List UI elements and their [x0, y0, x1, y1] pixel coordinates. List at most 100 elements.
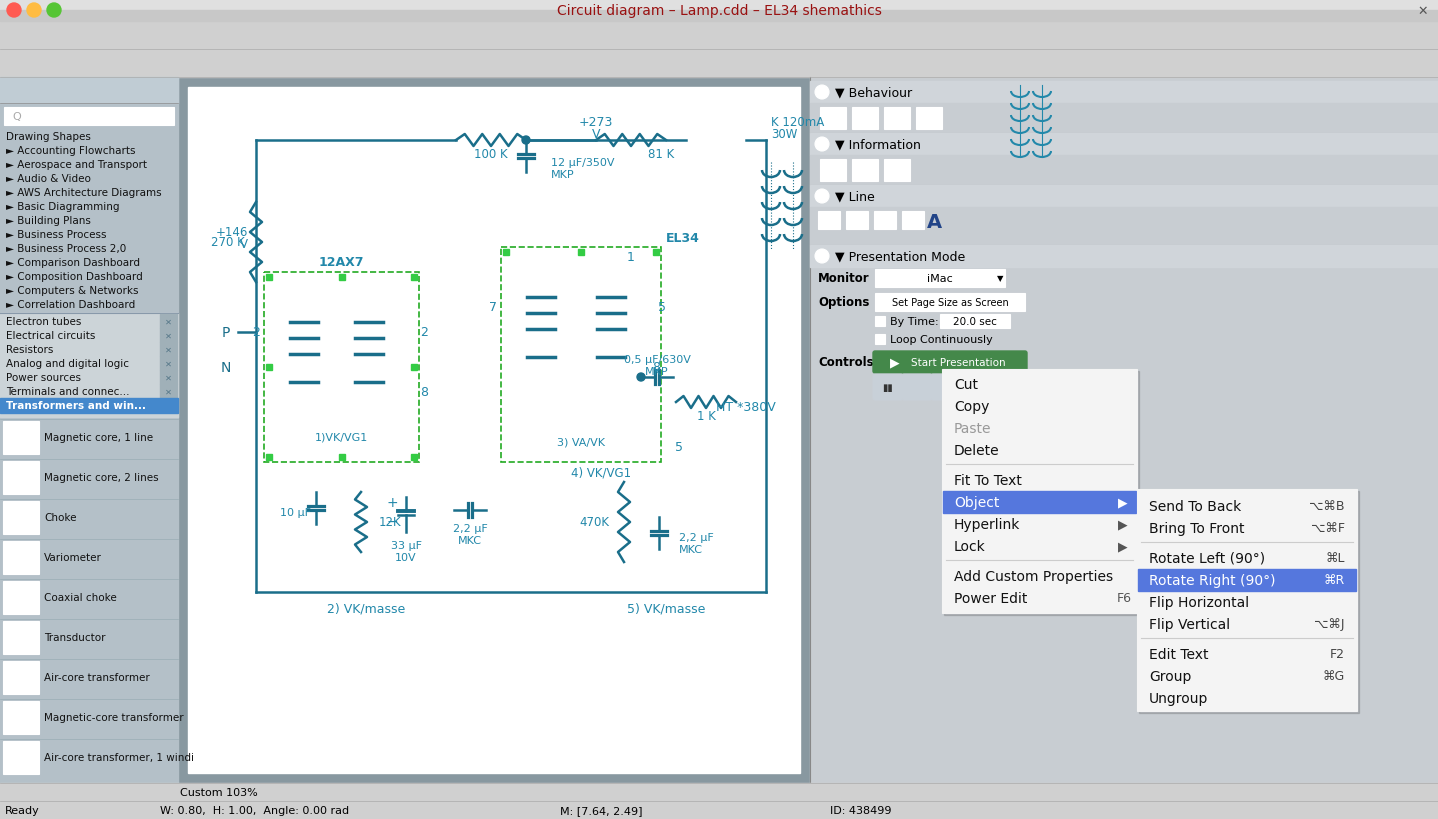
Text: ▶: ▶: [1119, 518, 1127, 531]
Text: Options: Options: [818, 296, 870, 309]
Bar: [266, 274, 272, 281]
Text: Delete: Delete: [953, 443, 999, 458]
Bar: [266, 364, 272, 370]
Bar: [874, 294, 1025, 311]
Bar: [3, 701, 39, 734]
Text: ► Aerospace and Transport: ► Aerospace and Transport: [6, 160, 147, 170]
Text: MKP: MKP: [551, 170, 575, 180]
Bar: [500, 247, 661, 463]
Text: MKC: MKC: [679, 545, 703, 554]
Text: Custom 103%: Custom 103%: [180, 787, 257, 797]
Text: 1)VK/VG1: 1)VK/VG1: [315, 432, 368, 442]
Text: Magnetic core, 1 line: Magnetic core, 1 line: [45, 432, 152, 442]
Circle shape: [815, 250, 828, 264]
Text: +146: +146: [216, 226, 247, 239]
Text: 5: 5: [674, 441, 683, 454]
FancyBboxPatch shape: [930, 374, 961, 400]
Text: ► AWS Architecture Diagrams: ► AWS Architecture Diagrams: [6, 188, 161, 197]
Text: Electrical circuits: Electrical circuits: [6, 331, 95, 341]
Text: ⌥⌘J: ⌥⌘J: [1314, 618, 1345, 631]
Bar: [265, 273, 418, 463]
Text: ► Audio & Video: ► Audio & Video: [6, 174, 91, 183]
Text: Loop Continuously: Loop Continuously: [890, 335, 992, 345]
Bar: [3, 622, 39, 654]
Text: Circuit diagram – Lamp.cdd – EL34 shemathics: Circuit diagram – Lamp.cdd – EL34 shemat…: [557, 4, 881, 18]
Bar: [3, 422, 39, 455]
Text: Monitor: Monitor: [818, 272, 870, 285]
Text: ▼ Behaviour: ▼ Behaviour: [835, 86, 912, 99]
Bar: [942, 369, 1137, 613]
Text: Cut: Cut: [953, 378, 978, 391]
Bar: [503, 250, 509, 256]
Bar: [940, 314, 1009, 328]
Bar: [411, 274, 417, 281]
Circle shape: [522, 137, 531, 145]
Bar: [0, 22, 1438, 50]
Text: Choke: Choke: [45, 513, 76, 523]
Circle shape: [815, 190, 828, 204]
Text: MKP: MKP: [646, 367, 669, 377]
Text: By Time:: By Time:: [890, 317, 939, 327]
Text: Set Page Size as Screen: Set Page Size as Screen: [892, 297, 1008, 308]
Bar: [851, 108, 879, 130]
Text: 1: 1: [627, 251, 636, 265]
Text: Ready: Ready: [4, 805, 40, 815]
Text: iMac: iMac: [928, 274, 953, 283]
Text: +: +: [387, 495, 398, 509]
Text: 30W: 30W: [771, 129, 798, 142]
Text: Magnetic-core transformer: Magnetic-core transformer: [45, 713, 184, 722]
Text: Flip Vertical: Flip Vertical: [1149, 618, 1229, 631]
Bar: [874, 317, 884, 327]
Text: 81 K: 81 K: [649, 148, 674, 161]
Text: Terminals and connec...: Terminals and connec...: [6, 387, 129, 396]
Text: 0,5 μF/630V: 0,5 μF/630V: [624, 355, 690, 364]
Text: Transductor: Transductor: [45, 632, 105, 642]
Bar: [160, 356, 177, 370]
Bar: [3, 581, 39, 614]
Bar: [820, 108, 846, 130]
Text: Variometer: Variometer: [45, 552, 102, 563]
Bar: [1139, 491, 1359, 713]
Text: ▼ Presentation Mode: ▼ Presentation Mode: [835, 250, 965, 263]
Bar: [338, 274, 345, 281]
Text: ⌥⌘B: ⌥⌘B: [1310, 500, 1345, 513]
Text: 2: 2: [252, 326, 260, 339]
Bar: [178, 78, 810, 783]
Bar: [188, 88, 800, 773]
Text: 3) VA/VK: 3) VA/VK: [557, 437, 605, 447]
Text: ► Computers & Networks: ► Computers & Networks: [6, 286, 138, 296]
Text: ► Building Plans: ► Building Plans: [6, 215, 91, 226]
Text: Hyperlink: Hyperlink: [953, 518, 1021, 532]
Bar: [810, 246, 1438, 268]
Text: F6: F6: [1117, 592, 1132, 604]
Text: 1 K: 1 K: [696, 410, 716, 423]
Bar: [1137, 569, 1356, 591]
Text: Flip Horizontal: Flip Horizontal: [1149, 595, 1250, 609]
Bar: [0, 783, 1438, 801]
Bar: [810, 82, 1438, 104]
Bar: [160, 342, 177, 356]
Text: Air-core transformer: Air-core transformer: [45, 672, 150, 682]
Text: ▶: ▶: [890, 356, 900, 369]
Bar: [3, 741, 39, 774]
Text: ► Comparison Dashboard: ► Comparison Dashboard: [6, 258, 139, 268]
Text: P: P: [221, 326, 230, 340]
Bar: [578, 250, 584, 256]
Text: 8: 8: [651, 361, 660, 374]
Bar: [338, 455, 345, 460]
Text: Rotate Left (90°): Rotate Left (90°): [1149, 551, 1265, 565]
Circle shape: [27, 4, 42, 18]
Text: 5) VK/masse: 5) VK/masse: [627, 602, 705, 615]
Bar: [0, 11, 1438, 22]
Bar: [884, 108, 910, 130]
Text: Copy: Copy: [953, 400, 989, 414]
Text: Power Edit: Power Edit: [953, 591, 1027, 605]
Text: Controls: Controls: [818, 356, 874, 369]
Text: ▼: ▼: [997, 274, 1004, 283]
Text: ▼ Information: ▼ Information: [835, 138, 920, 152]
Text: 270 K: 270 K: [211, 236, 244, 249]
Circle shape: [815, 86, 828, 100]
FancyBboxPatch shape: [902, 374, 932, 400]
Text: Rotate Right (90°): Rotate Right (90°): [1149, 573, 1276, 587]
Text: ▼ Line: ▼ Line: [835, 190, 874, 203]
